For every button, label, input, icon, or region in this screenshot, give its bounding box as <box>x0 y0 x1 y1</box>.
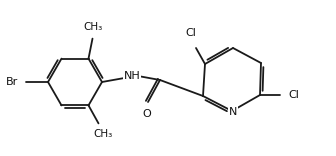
Text: NH: NH <box>124 71 140 81</box>
Text: Br: Br <box>6 77 18 87</box>
Text: N: N <box>229 107 237 117</box>
Text: CH₃: CH₃ <box>93 129 112 139</box>
Text: CH₃: CH₃ <box>84 22 103 32</box>
Text: O: O <box>142 109 152 119</box>
Text: Cl: Cl <box>288 90 299 100</box>
Text: Cl: Cl <box>185 28 197 38</box>
